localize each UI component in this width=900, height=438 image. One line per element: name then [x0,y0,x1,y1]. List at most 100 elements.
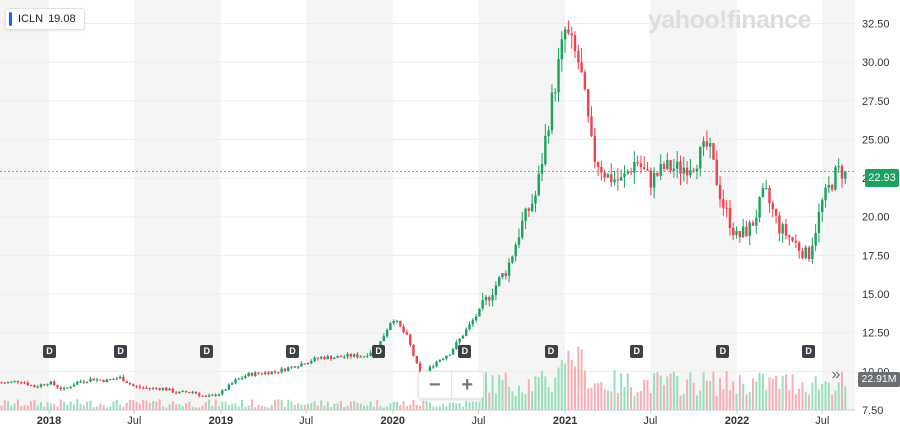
candle-body [326,356,329,360]
dividend-marker[interactable]: D [716,345,730,358]
dividend-marker[interactable]: D [200,345,214,358]
zoom-in-button[interactable]: + [461,374,474,396]
volume-bar [241,399,244,410]
candle-body [504,273,507,276]
volume-bar [791,374,794,410]
candle-body [547,130,550,136]
volume-bar [808,394,811,410]
dividend-marker[interactable]: D [372,345,386,358]
volume-bar [405,406,408,410]
candle-body [227,384,231,390]
candle-body [250,372,254,376]
volume-bar [587,388,590,410]
candle-body [224,389,227,391]
candle-body [438,359,442,362]
candle-body [392,320,395,324]
volume-bar [590,387,593,410]
candle-body [755,217,758,226]
candle-body [165,387,168,391]
candle-body [174,392,178,394]
ticker-legend[interactable]: ICLN 19.08 [5,8,85,30]
volume-bar [689,372,692,410]
candle-body [13,380,16,382]
candle-body [550,92,554,131]
volume-bars [0,346,847,410]
candle-body [432,366,435,368]
candle-body [418,363,422,374]
zoom-out-button[interactable]: − [419,372,452,398]
candle-body [834,167,837,190]
volume-bar [514,395,517,410]
volume-bar [399,404,402,410]
candle-body [267,372,270,375]
volume-bar [69,401,72,410]
dividend-marker[interactable]: D [114,345,128,358]
volume-bar [339,400,342,410]
candle-body [481,300,484,309]
candle-body [692,170,695,172]
candle-body [76,381,79,385]
volume-bar [359,403,362,410]
candle-body [62,388,66,390]
y-tick-label: 30.00 [862,57,890,69]
dividend-marker[interactable]: D [802,345,816,358]
volume-bar [758,372,761,410]
candle-body [36,386,39,388]
volume-bar [333,403,336,410]
volume-bar [194,407,197,410]
ticker-symbol: ICLN [18,13,44,25]
volume-bar [639,391,642,410]
candle-body [412,344,415,356]
volume-bar [649,392,652,410]
volume-bar [669,373,672,410]
dividend-marker[interactable]: D [285,345,299,358]
candle-body [66,387,69,389]
expand-chevron-icon[interactable]: » [831,366,841,383]
volume-bar [705,380,708,410]
volume-bar [7,401,10,410]
volume-bar [531,391,534,410]
volume-bar [30,401,33,410]
volume-bar [231,404,234,410]
dividend-marker[interactable]: D [544,345,558,358]
volume-bar [283,407,286,410]
volume-bar [23,405,26,410]
candle-body [811,245,814,260]
volume-bar [712,371,715,410]
candle-body [748,222,751,236]
candle-body [465,329,468,336]
volume-bar [494,393,497,410]
candle-body [511,256,514,263]
volume-bar [781,376,784,410]
candle-body [29,385,33,387]
dividend-marker[interactable]: D [43,345,56,358]
candle-body [639,163,643,168]
candle-body [395,320,399,322]
candle-body [474,316,478,321]
volume-bar [732,381,735,410]
candlesticks [0,20,855,398]
candle-body [191,391,194,393]
y-tick-label: 25.00 [862,134,890,146]
y-tick-label: 17.50 [862,250,890,262]
volume-bar [692,382,695,410]
volume-bar [438,406,441,410]
volume-bar [310,403,313,410]
volume-bar [593,383,596,410]
dividend-marker[interactable]: D [630,345,644,358]
period-stripe [822,0,855,410]
dividend-marker[interactable]: D [458,345,472,358]
volume-bar [485,372,488,410]
candle-body [797,242,801,251]
volume-bar [72,404,75,410]
volume-bar [768,377,771,410]
candle-body [408,334,412,345]
volume-bar [603,389,606,410]
volume-bar [580,349,583,410]
x-tick-label: Jul [299,415,313,427]
volume-bar [686,379,689,410]
volume-bar [63,402,66,410]
candle-body [415,355,418,364]
